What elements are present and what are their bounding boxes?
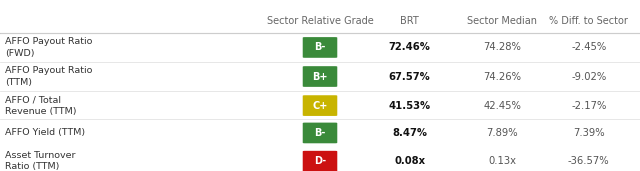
FancyBboxPatch shape (303, 123, 337, 143)
Text: C+: C+ (312, 101, 328, 111)
FancyBboxPatch shape (303, 66, 337, 87)
Text: 42.45%: 42.45% (483, 101, 522, 111)
Text: BRT: BRT (400, 16, 419, 25)
Text: AFFO Yield (TTM): AFFO Yield (TTM) (5, 128, 85, 137)
Text: B-: B- (314, 128, 326, 138)
Text: 67.57%: 67.57% (388, 71, 431, 82)
Text: B-: B- (314, 42, 326, 52)
Text: Sector Relative Grade: Sector Relative Grade (267, 16, 373, 25)
Text: -36.57%: -36.57% (568, 156, 610, 166)
FancyBboxPatch shape (303, 37, 337, 58)
Text: Sector Median: Sector Median (467, 16, 538, 25)
Text: Asset Turnover
Ratio (TTM): Asset Turnover Ratio (TTM) (5, 151, 76, 171)
Text: 41.53%: 41.53% (388, 101, 431, 111)
Text: AFFO Payout Ratio
(TTM): AFFO Payout Ratio (TTM) (5, 66, 93, 87)
Text: AFFO / Total
Revenue (TTM): AFFO / Total Revenue (TTM) (5, 95, 77, 116)
Text: 72.46%: 72.46% (388, 42, 431, 52)
FancyBboxPatch shape (303, 151, 337, 171)
Text: -2.45%: -2.45% (571, 42, 607, 52)
Text: -2.17%: -2.17% (571, 101, 607, 111)
Text: 7.89%: 7.89% (486, 128, 518, 138)
Text: AFFO Payout Ratio
(FWD): AFFO Payout Ratio (FWD) (5, 37, 93, 58)
Text: 0.13x: 0.13x (488, 156, 516, 166)
Text: D-: D- (314, 156, 326, 166)
Text: B+: B+ (312, 71, 328, 82)
Text: 74.28%: 74.28% (483, 42, 522, 52)
Text: 0.08x: 0.08x (394, 156, 425, 166)
Text: 8.47%: 8.47% (392, 128, 427, 138)
Text: 7.39%: 7.39% (573, 128, 605, 138)
FancyBboxPatch shape (303, 95, 337, 116)
Text: % Diff. to Sector: % Diff. to Sector (549, 16, 628, 25)
Text: 74.26%: 74.26% (483, 71, 522, 82)
Text: -9.02%: -9.02% (571, 71, 607, 82)
